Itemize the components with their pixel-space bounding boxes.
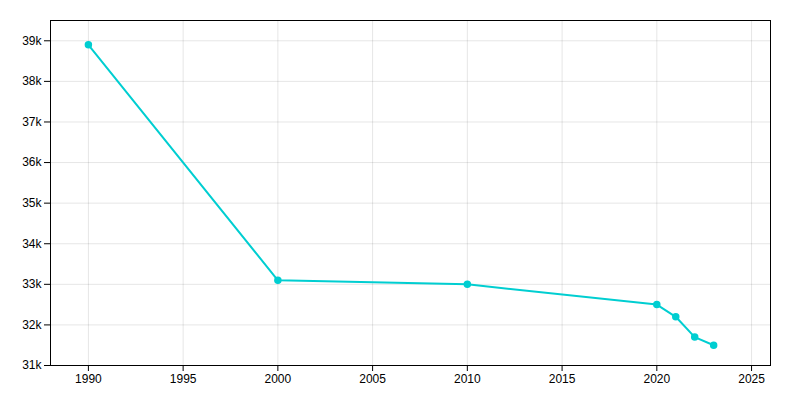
svg-text:2025: 2025 [738, 372, 765, 386]
svg-text:2010: 2010 [454, 372, 481, 386]
svg-text:2015: 2015 [549, 372, 576, 386]
svg-text:31k: 31k [22, 358, 42, 372]
svg-text:33k: 33k [22, 277, 42, 291]
svg-text:37k: 37k [22, 115, 42, 129]
svg-text:35k: 35k [22, 196, 42, 210]
svg-text:2005: 2005 [359, 372, 386, 386]
svg-text:36k: 36k [22, 155, 42, 169]
svg-text:32k: 32k [22, 318, 42, 332]
svg-text:34k: 34k [22, 237, 42, 251]
svg-text:38k: 38k [22, 74, 42, 88]
svg-text:2000: 2000 [265, 372, 292, 386]
svg-text:1995: 1995 [170, 372, 197, 386]
svg-text:1990: 1990 [75, 372, 102, 386]
svg-text:2020: 2020 [643, 372, 670, 386]
svg-text:39k: 39k [22, 34, 42, 48]
